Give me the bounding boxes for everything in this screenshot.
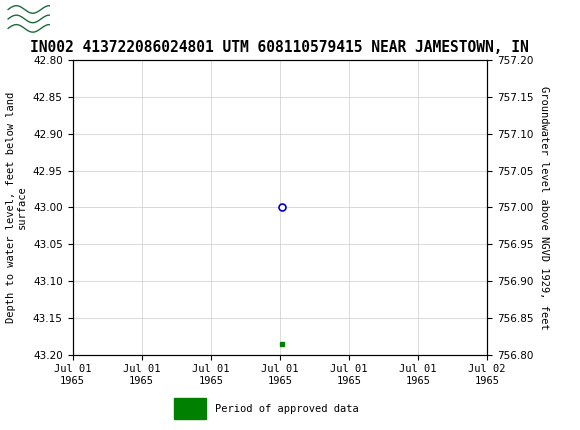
Title: IN002 413722086024801 UTM 608110579415 NEAR JAMESTOWN, IN: IN002 413722086024801 UTM 608110579415 N… — [31, 40, 529, 55]
Bar — [174, 398, 206, 419]
Text: Period of approved data: Period of approved data — [215, 403, 358, 414]
Bar — [7, 4, 50, 34]
Text: USGS: USGS — [59, 10, 114, 28]
Y-axis label: Depth to water level, feet below land
surface: Depth to water level, feet below land su… — [6, 92, 27, 323]
Y-axis label: Groundwater level above NGVD 1929, feet: Groundwater level above NGVD 1929, feet — [539, 86, 549, 329]
